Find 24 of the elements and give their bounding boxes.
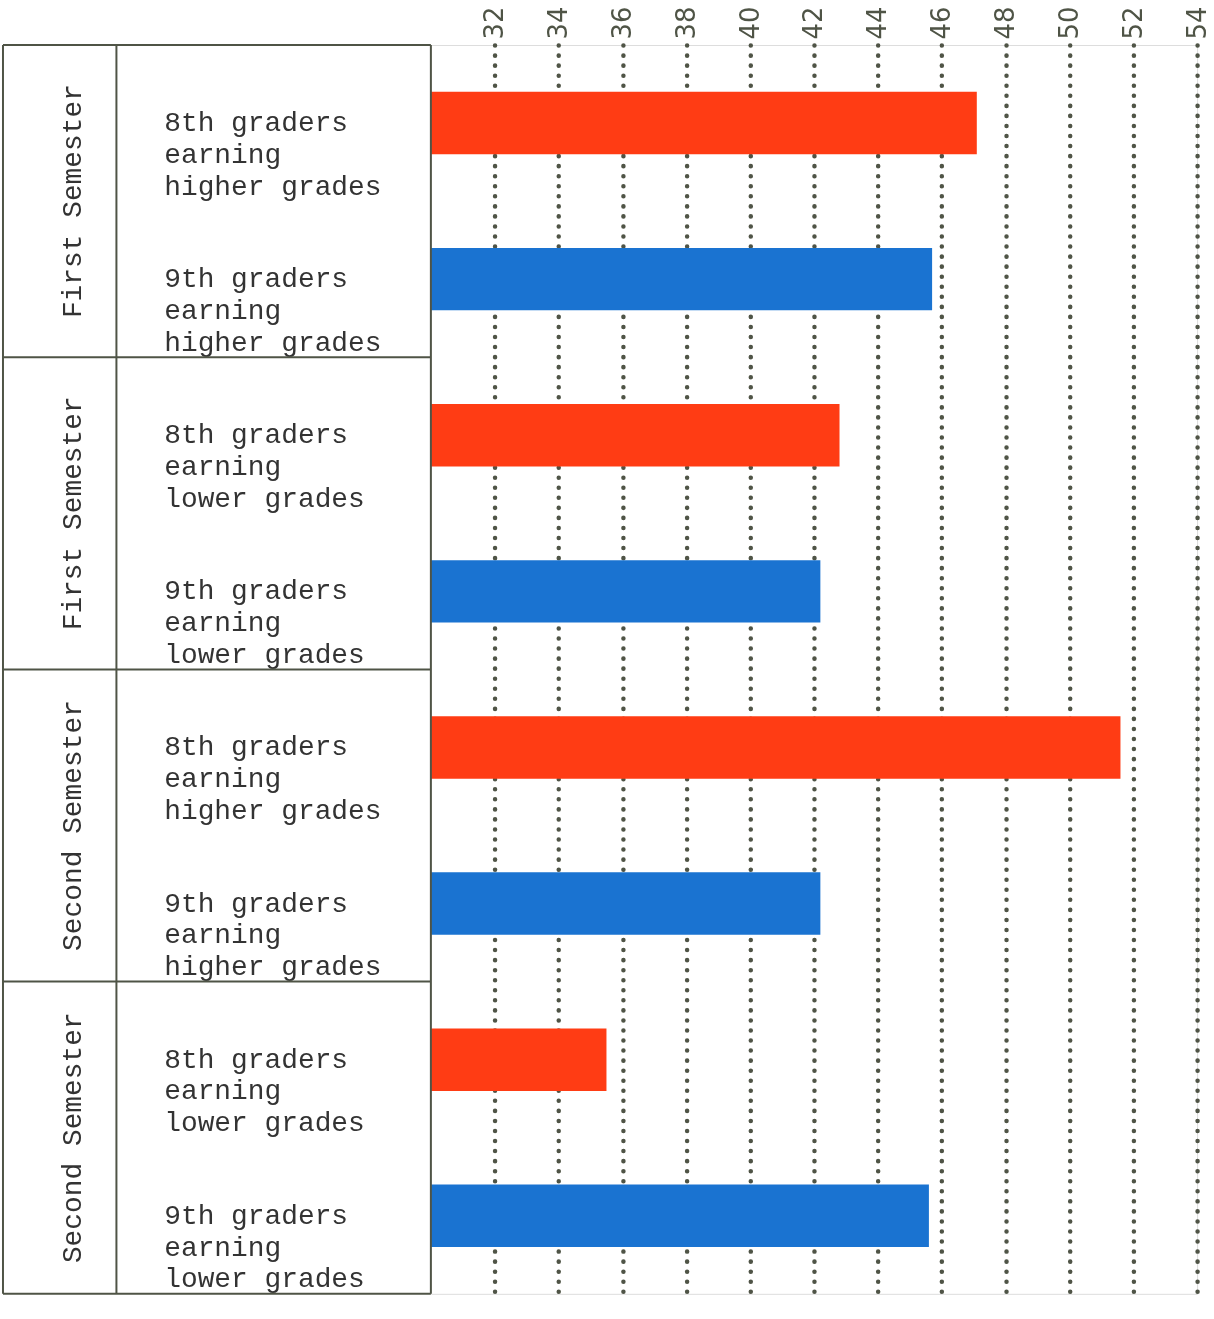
x-tick-label: 46 — [926, 6, 957, 40]
x-tick-label: 48 — [989, 6, 1020, 40]
x-tick-label: 54 — [1181, 6, 1212, 40]
x-tick-label: 40 — [734, 6, 765, 40]
x-tick-label: 50 — [1053, 6, 1084, 40]
x-tick-label: 42 — [798, 6, 829, 40]
y-tick-label: 9th graders earning higher grades — [164, 264, 382, 359]
y-tick-label: 8th graders earning higher grades — [164, 732, 382, 828]
text: First Semester — [57, 84, 89, 319]
x-tick-label: 52 — [1117, 6, 1148, 40]
y-tick-label: 9th graders earning higher grades — [164, 888, 382, 984]
text: Second Semester — [57, 700, 89, 951]
y-tick-label: 8th graders earning higher grades — [164, 108, 382, 203]
y-tick-label: 8th graders earning lower grades — [164, 420, 365, 515]
y-tick-label: 9th graders earning lower grades — [164, 576, 365, 671]
text: First Semester — [57, 396, 89, 631]
text: Second Semester — [57, 1012, 89, 1264]
x-tick-label: 38 — [670, 6, 701, 40]
x-tick-label: 34 — [543, 6, 574, 40]
x-tick-label: 36 — [606, 6, 637, 40]
y-tick-label: 9th graders earning lower grades — [164, 1200, 365, 1296]
y-tick-label: 8th graders earning lower grades — [164, 1044, 365, 1140]
x-tick-label: 32 — [479, 6, 510, 40]
x-tick-label: 44 — [862, 6, 893, 40]
